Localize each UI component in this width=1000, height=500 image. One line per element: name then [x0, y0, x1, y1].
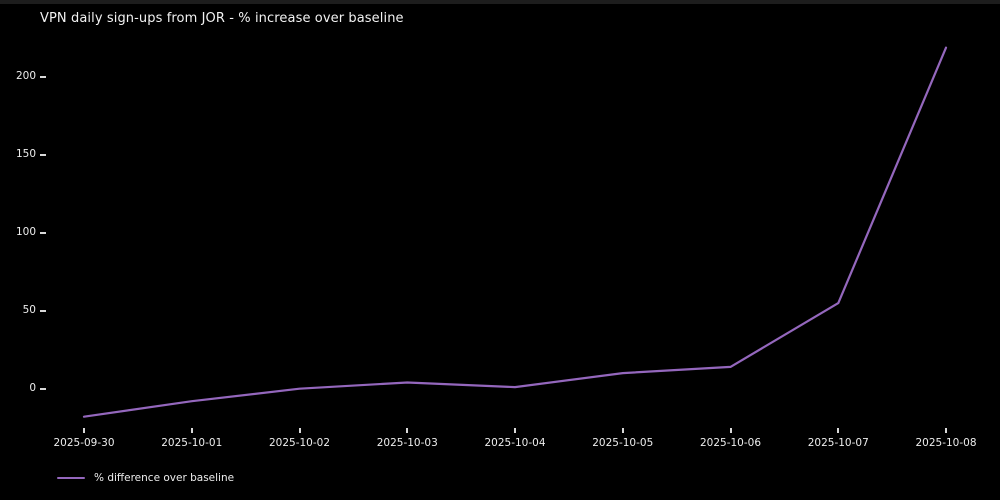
x-tick-label: 2025-10-02 — [268, 437, 331, 449]
x-tick-label: 2025-10-07 — [807, 437, 869, 449]
x-tick-mark — [621, 428, 624, 433]
x-tick-mark — [406, 428, 409, 433]
x-tick-mark — [298, 428, 301, 433]
trend-line — [82, 46, 948, 418]
top-border-strip — [0, 0, 1000, 4]
legend: % difference over baseline — [57, 472, 234, 484]
x-tick-mark — [729, 428, 732, 433]
x-tick-mark — [514, 428, 516, 433]
x-tick-mark — [190, 428, 193, 433]
y-tick-label: 50 — [22, 303, 36, 316]
y-tick-label: 100 — [15, 226, 36, 238]
y-tick-mark — [40, 154, 46, 157]
y-tick-mark — [40, 232, 46, 234]
x-tick-label: 2025-10-01 — [161, 437, 223, 449]
y-tick-label: 0 — [29, 381, 36, 394]
x-tick-mark — [83, 428, 85, 433]
x-tick-label: 2025-10-03 — [376, 437, 438, 449]
x-tick-label: 2025-10-08 — [915, 437, 977, 449]
chart-title: VPN daily sign-ups from JOR - % increase… — [40, 11, 404, 26]
x-tick-mark — [837, 428, 840, 433]
y-tick-mark — [40, 309, 46, 312]
x-tick-label: 2025-10-06 — [699, 437, 762, 449]
legend-swatch — [57, 476, 85, 480]
x-tick-label: 2025-10-04 — [484, 437, 546, 449]
y-tick-label: 200 — [15, 70, 36, 83]
y-tick-mark — [40, 387, 46, 390]
x-tick-label: 2025-10-05 — [592, 437, 654, 449]
x-tick-label: 2025-09-30 — [53, 437, 115, 449]
y-tick-mark — [40, 76, 46, 79]
x-tick-mark — [945, 428, 947, 433]
y-tick-label: 150 — [15, 148, 36, 161]
legend-label: % difference over baseline — [94, 472, 235, 484]
